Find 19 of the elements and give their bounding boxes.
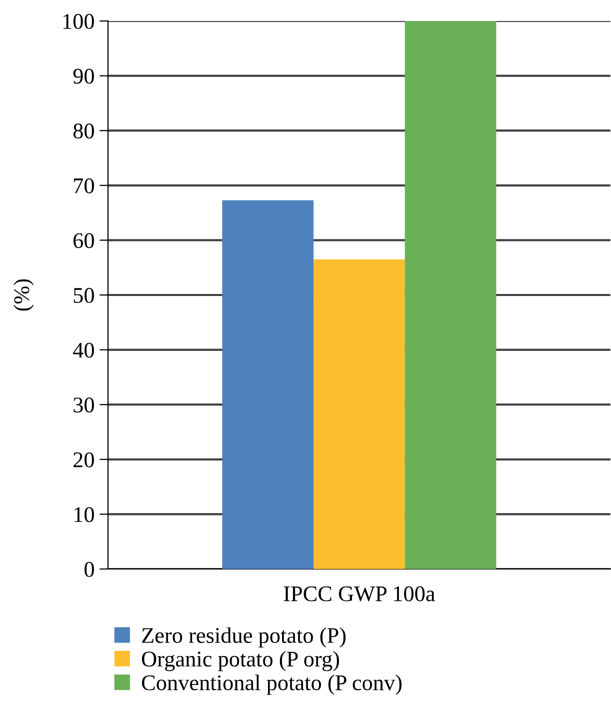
bar xyxy=(222,200,314,569)
legend-label: Zero residue potato (P) xyxy=(142,627,346,648)
legend-label: Organic potato (P org) xyxy=(142,650,340,672)
y-tick-label: 60 xyxy=(74,233,94,248)
y-tick-label: 100 xyxy=(63,14,94,29)
y-tick-label: 90 xyxy=(73,68,94,84)
y-axis-title: (%) xyxy=(14,279,34,311)
y-tick-label: 40 xyxy=(73,342,94,358)
y-tick-label: 80 xyxy=(73,124,94,139)
y-tick-label: 30 xyxy=(74,398,94,413)
y-tick-label: 50 xyxy=(74,288,94,303)
y-tick-label: 0 xyxy=(84,562,94,577)
bar xyxy=(404,21,496,569)
legend-label: Conventional potato (P conv) xyxy=(142,674,402,695)
x-tick-label: IPCC GWP 100a xyxy=(284,586,436,602)
y-tick-label: 70 xyxy=(74,178,94,194)
y-tick-label: 20 xyxy=(74,452,94,468)
y-tick-label: 10 xyxy=(74,507,94,522)
bar xyxy=(314,259,405,569)
